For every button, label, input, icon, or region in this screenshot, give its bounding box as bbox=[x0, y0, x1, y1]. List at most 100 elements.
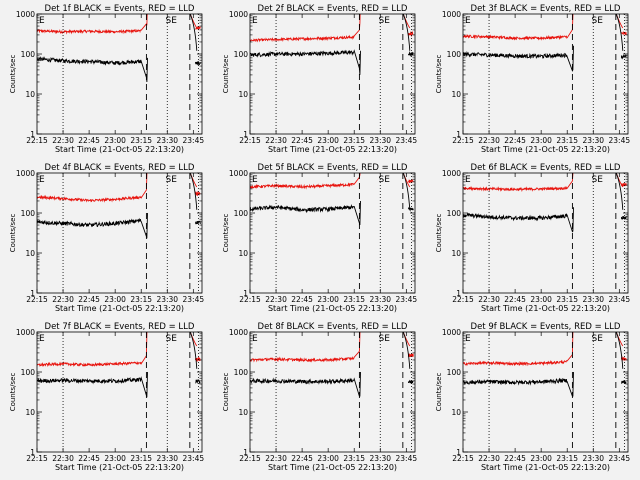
x-tick-label: 22:45 bbox=[291, 295, 313, 304]
x-axis-label: Start Time (21-Oct-05 22:13:20) bbox=[55, 304, 184, 313]
annotation-se: SE bbox=[379, 175, 391, 185]
events-decay-line bbox=[402, 14, 411, 51]
x-tick-label: 22:30 bbox=[478, 295, 500, 304]
x-axis-label: Start Time (21-Oct-05 22:13:20) bbox=[481, 463, 610, 472]
y-axis-label: Counts/sec bbox=[435, 214, 443, 253]
plot-frame bbox=[36, 172, 203, 294]
y-tick-label: 1 bbox=[30, 289, 35, 298]
panel-title: Det 9f BLACK = Events, RED = LLD bbox=[471, 322, 621, 332]
y-axis-label: Counts/sec bbox=[9, 373, 17, 412]
y-tick-label: 100 bbox=[21, 209, 36, 218]
annotation-se: SE bbox=[379, 334, 391, 344]
events-recovery-line bbox=[194, 60, 201, 66]
x-axis-label: Start Time (21-Oct-05 22:13:20) bbox=[55, 145, 184, 154]
lld-series-line bbox=[463, 332, 574, 367]
panel-title: Det 3f BLACK = Events, RED = LLD bbox=[471, 4, 621, 14]
x-axis-label: Start Time (21-Oct-05 22:13:20) bbox=[55, 463, 184, 472]
x-tick-label: 22:45 bbox=[504, 454, 526, 463]
x-tick-label: 23:00 bbox=[317, 454, 339, 463]
lld-recovery-line bbox=[621, 31, 627, 36]
y-axis-label: Counts/sec bbox=[435, 373, 443, 412]
panel-title: Det 8f BLACK = Events, RED = LLD bbox=[258, 322, 408, 332]
events-series-line bbox=[463, 371, 574, 397]
y-axis-label: Counts/sec bbox=[9, 214, 17, 253]
x-tick-label: 22:15 bbox=[239, 454, 261, 463]
annotation-e: E bbox=[252, 175, 258, 185]
y-tick-label: 10 bbox=[25, 90, 35, 99]
events-recovery-line bbox=[194, 220, 201, 225]
x-tick-label: 23:15 bbox=[556, 295, 578, 304]
lld-series-line bbox=[250, 173, 361, 190]
annotation-e: E bbox=[39, 16, 45, 26]
annotation-se: SE bbox=[166, 16, 178, 26]
x-tick-label: 22:30 bbox=[478, 136, 500, 145]
y-tick-label: 100 bbox=[234, 209, 249, 218]
x-tick-label: 23:30 bbox=[156, 136, 178, 145]
x-tick-label: 23:15 bbox=[343, 136, 365, 145]
plot-area bbox=[250, 332, 414, 397]
events-series-line bbox=[250, 49, 361, 75]
lld-series-line bbox=[37, 173, 148, 203]
lld-recovery-line bbox=[407, 179, 414, 184]
x-tick-label: 23:45 bbox=[396, 295, 418, 304]
panel-title: Det 5f BLACK = Events, RED = LLD bbox=[258, 163, 408, 173]
plot-area bbox=[37, 173, 201, 239]
x-tick-label: 23:00 bbox=[104, 136, 126, 145]
events-decay-line bbox=[615, 14, 624, 51]
annotation-se: SE bbox=[166, 175, 178, 185]
lld-recovery-line bbox=[195, 26, 201, 31]
annotation-se: SE bbox=[166, 334, 178, 344]
annotation-e: E bbox=[465, 175, 471, 185]
annotation-se: SE bbox=[592, 175, 604, 185]
plot-frame bbox=[462, 331, 629, 453]
x-axis-label: Start Time (21-Oct-05 22:13:20) bbox=[268, 463, 397, 472]
y-tick-label: 1 bbox=[30, 130, 35, 139]
plot-frame bbox=[36, 331, 203, 453]
events-recovery-line bbox=[620, 380, 627, 384]
x-axis-label: Start Time (21-Oct-05 22:13:20) bbox=[481, 145, 610, 154]
panel-title: Det 2f BLACK = Events, RED = LLD bbox=[258, 4, 408, 14]
x-axis-label: Start Time (21-Oct-05 22:13:20) bbox=[268, 304, 397, 313]
y-axis-label: Counts/sec bbox=[222, 214, 230, 253]
y-axis-label: Counts/sec bbox=[222, 55, 230, 94]
x-tick-label: 23:30 bbox=[369, 295, 391, 304]
events-decay-line bbox=[402, 173, 411, 210]
y-axis-label: Counts/sec bbox=[9, 55, 17, 94]
plot-area bbox=[37, 14, 201, 83]
annotation-e: E bbox=[39, 334, 45, 344]
x-axis-label: Start Time (21-Oct-05 22:13:20) bbox=[481, 304, 610, 313]
x-tick-label: 22:15 bbox=[26, 295, 48, 304]
y-tick-label: 1000 bbox=[442, 10, 461, 19]
x-tick-label: 22:30 bbox=[478, 454, 500, 463]
x-tick-label: 23:30 bbox=[582, 295, 604, 304]
x-tick-label: 22:30 bbox=[265, 295, 287, 304]
x-tick-label: 22:45 bbox=[504, 136, 526, 145]
plot-frame bbox=[462, 13, 629, 135]
y-axis-label: Counts/sec bbox=[435, 55, 443, 94]
annotation-e: E bbox=[39, 175, 45, 185]
x-tick-label: 23:45 bbox=[609, 454, 631, 463]
panel-title: Det 7f BLACK = Events, RED = LLD bbox=[45, 322, 195, 332]
events-series-line bbox=[37, 212, 148, 239]
y-tick-label: 1000 bbox=[229, 328, 248, 337]
plot-area bbox=[37, 332, 201, 398]
y-tick-label: 1000 bbox=[16, 169, 35, 178]
x-tick-label: 22:30 bbox=[52, 136, 74, 145]
events-decay-line bbox=[615, 332, 624, 369]
y-tick-label: 1000 bbox=[442, 328, 461, 337]
x-tick-label: 22:15 bbox=[452, 454, 474, 463]
annotation-e: E bbox=[465, 334, 471, 344]
plot-area bbox=[463, 173, 627, 233]
y-axis-label: Counts/sec bbox=[222, 373, 230, 412]
events-series-line bbox=[463, 45, 574, 72]
x-tick-label: 23:00 bbox=[104, 295, 126, 304]
y-tick-label: 1 bbox=[243, 130, 248, 139]
x-tick-label: 23:30 bbox=[369, 454, 391, 463]
